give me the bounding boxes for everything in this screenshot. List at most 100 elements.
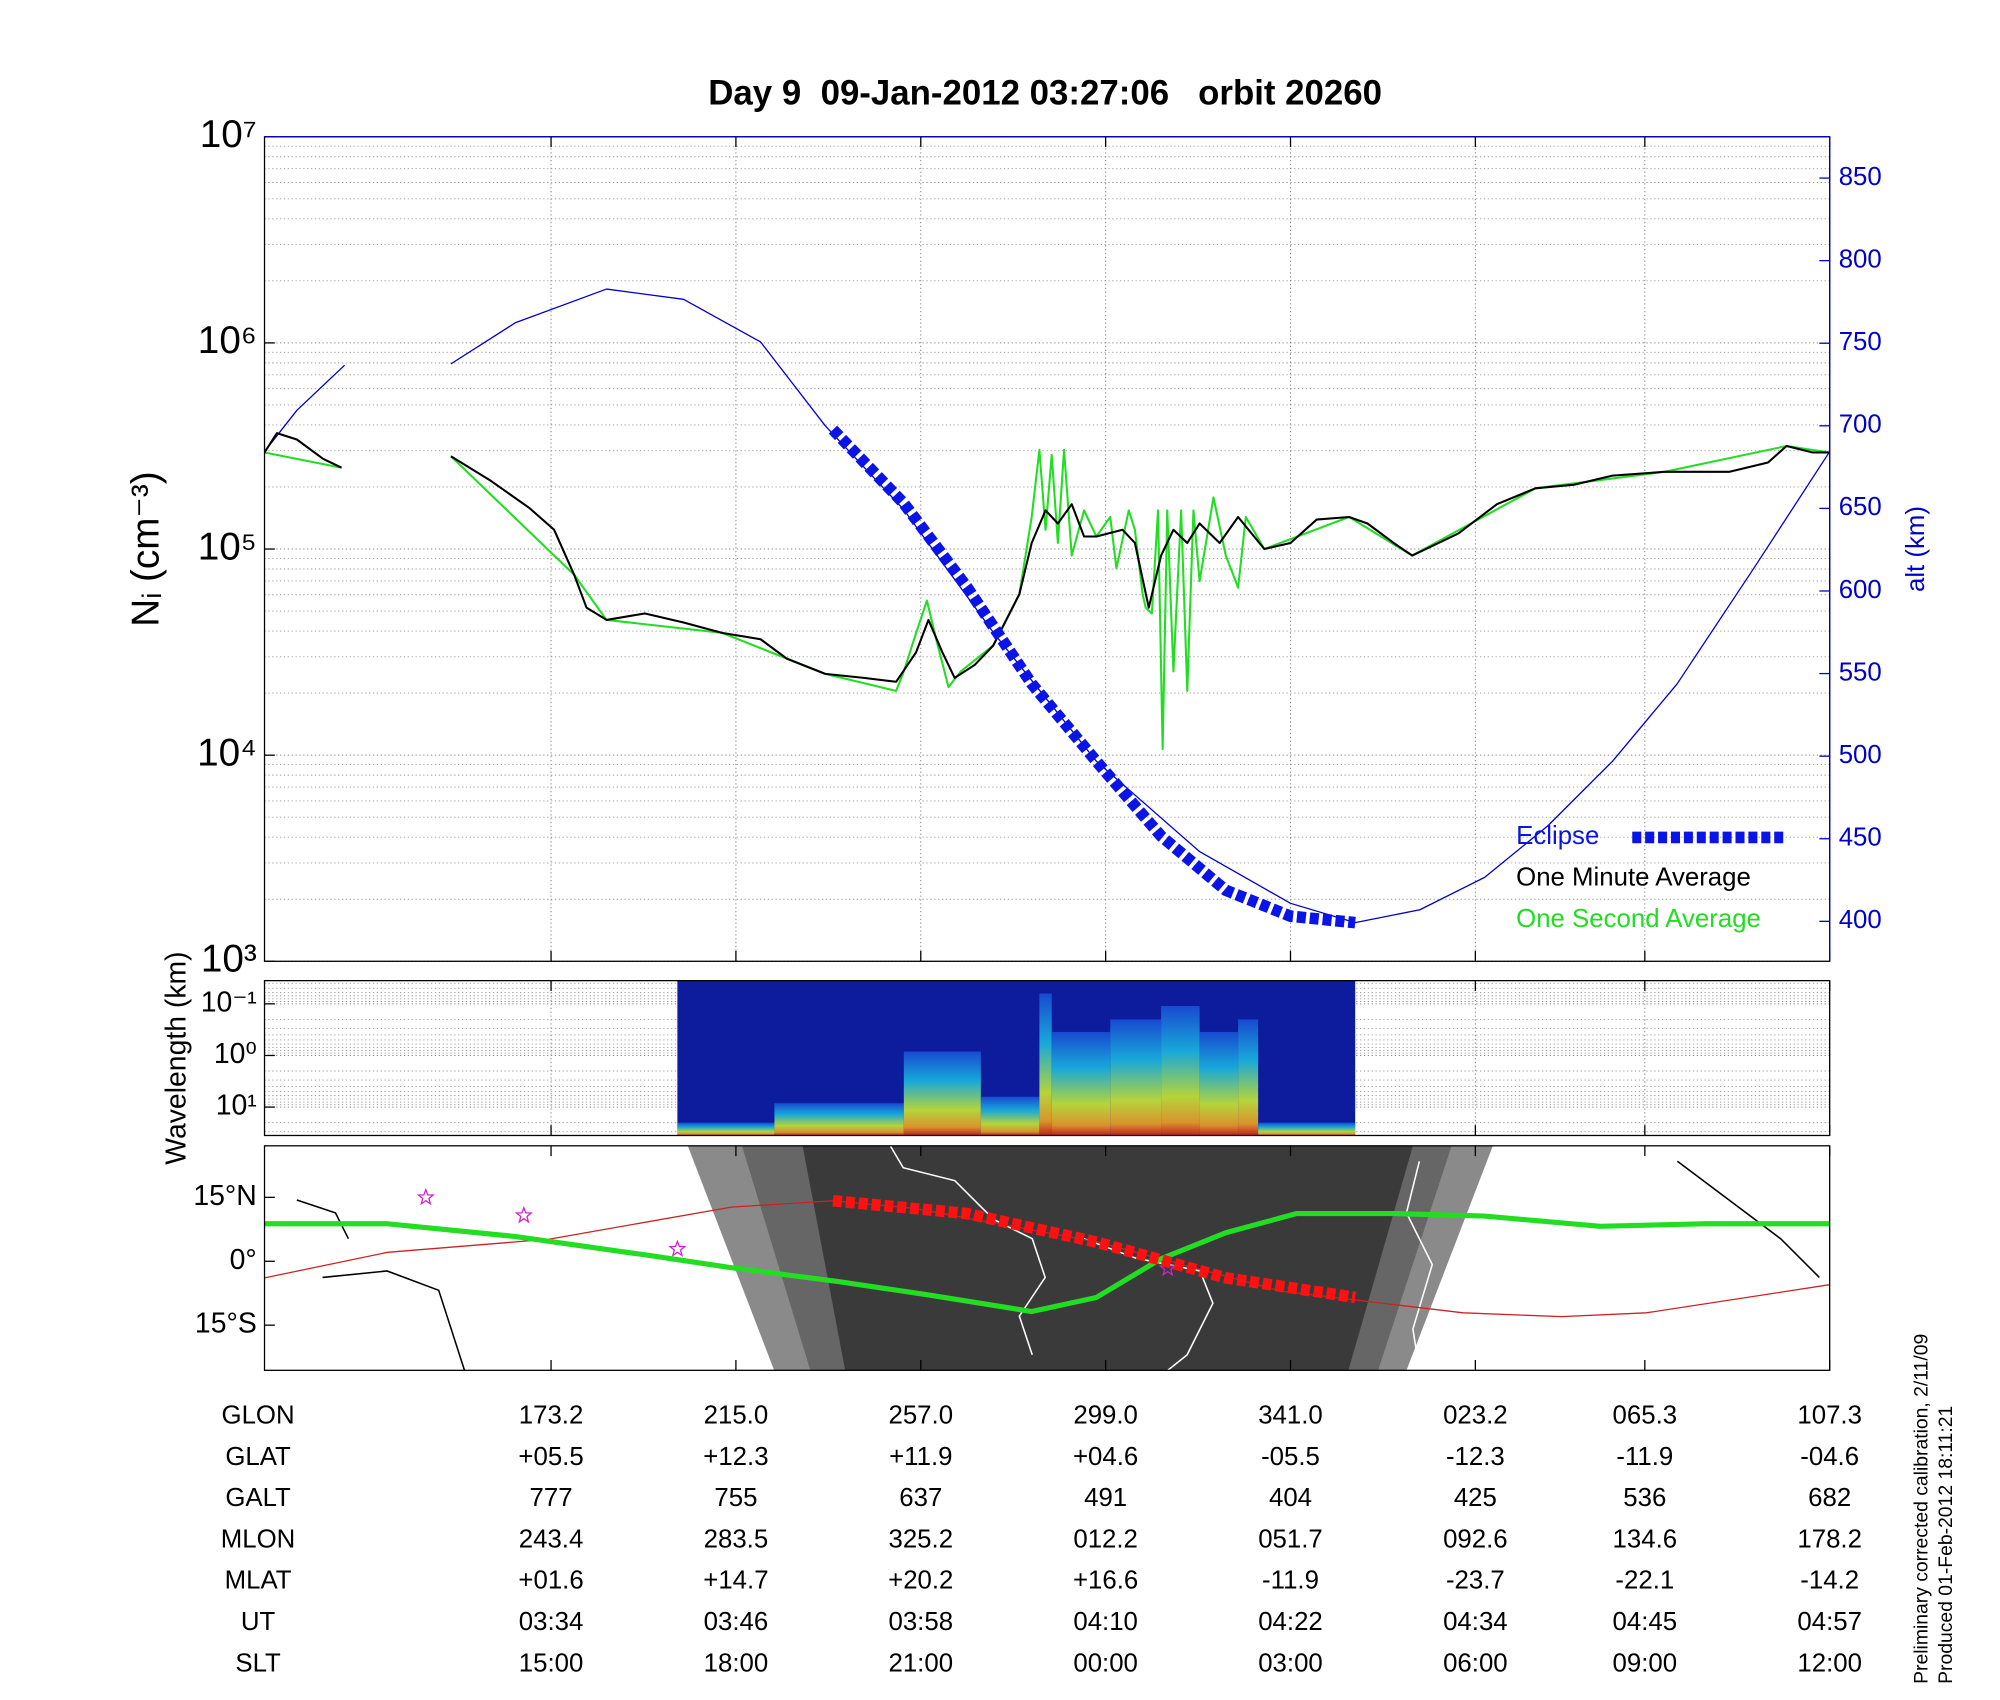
table-cell: 03:46: [704, 1608, 769, 1636]
y-tick-label: 10⁴: [197, 731, 257, 774]
night-shading: [296, 1145, 1820, 1371]
table-cell: 491: [1084, 1484, 1127, 1512]
y2-tick-label: 450: [1839, 824, 1882, 852]
table-cell: -11.9: [1616, 1443, 1673, 1471]
table-cell: +11.9: [889, 1443, 952, 1471]
table-cell: 18:00: [704, 1649, 769, 1677]
table-cell: +12.3: [703, 1443, 768, 1471]
y2-tick-label: 700: [1839, 411, 1882, 439]
table-cell: 023.2: [1443, 1402, 1508, 1430]
heatmap-cell: [1051, 1031, 1111, 1136]
y-tick-label: 10⁻¹: [201, 986, 257, 1018]
plot-frame: [263, 980, 1831, 1137]
y2-tick-label: 600: [1839, 576, 1882, 604]
data-line: [264, 1210, 1830, 1315]
y2-tick-label: 550: [1839, 658, 1882, 686]
heatmap-cell: [774, 1103, 904, 1136]
table-cell: 04:34: [1443, 1608, 1508, 1636]
row-label: MLAT: [225, 1567, 292, 1595]
table-cell: -22.1: [1615, 1567, 1674, 1595]
y-tick-label: 10⁰: [214, 1038, 257, 1070]
table-cell: 173.2: [519, 1402, 584, 1430]
table-cell: 777: [530, 1484, 573, 1512]
footer-note: Preliminary corrected calibration, 2/11/…: [1911, 1334, 1933, 1684]
table-cell: 00:00: [1073, 1649, 1138, 1677]
table-cell: 243.4: [519, 1525, 584, 1553]
plot-frame: [263, 1145, 1831, 1371]
table-cell: 21:00: [888, 1649, 953, 1677]
heatmap-cell: [677, 1122, 775, 1136]
marker-line: [832, 1194, 1357, 1304]
table-cell: 107.3: [1797, 1402, 1862, 1430]
table-cell: 12:00: [1797, 1649, 1862, 1677]
heatmap-cell: [1161, 1005, 1200, 1136]
table-cell: -04.6: [1800, 1443, 1859, 1471]
y2-tick-label: 650: [1839, 493, 1882, 521]
table-cell: 755: [714, 1484, 757, 1512]
table-cell: 325.2: [888, 1525, 953, 1553]
night: [802, 1145, 1413, 1371]
marker-line: [828, 425, 1356, 929]
table-cell: +14.7: [703, 1567, 768, 1595]
y2-axis-label: alt (km): [1902, 506, 1930, 592]
table-cell: 283.5: [704, 1525, 769, 1553]
table-cell: 257.0: [888, 1402, 953, 1430]
table-cell: +16.6: [1073, 1567, 1138, 1595]
table-cell: -05.5: [1261, 1443, 1320, 1471]
table-cell: 06:00: [1443, 1649, 1508, 1677]
table-cell: 15:00: [519, 1649, 584, 1677]
row-label: SLT: [235, 1649, 281, 1677]
table-cell: 04:22: [1258, 1608, 1323, 1636]
table-cell: 134.6: [1613, 1525, 1678, 1553]
table-cell: -11.9: [1262, 1567, 1319, 1595]
y-tick-label: 10⁷: [200, 113, 257, 156]
table-cell: 04:10: [1073, 1608, 1138, 1636]
y-axis-label: Nᵢ (cm⁻³): [125, 471, 168, 626]
legend-label: One Minute Average: [1516, 864, 1751, 892]
footer-note: Produced 01-Feb-2012 18:11:21: [1935, 1406, 1957, 1684]
coastline: [296, 1160, 1820, 1371]
table-cell: 425: [1454, 1484, 1497, 1512]
row-label: MLON: [221, 1525, 296, 1553]
y-tick-label: 10⁵: [198, 525, 257, 568]
table-cell: +05.5: [518, 1443, 583, 1471]
table-cell: 03:00: [1258, 1649, 1323, 1677]
panel: 15°N 0° 15°S: [193, 1145, 1831, 1371]
table-cell: -14.2: [1800, 1567, 1859, 1595]
panel: 10³ 10⁴ 10⁵ 10⁶ 10⁷ Nᵢ (cm⁻³) 400 450 500 550 600 6…: [125, 113, 1931, 981]
y2-tick-label: 800: [1839, 245, 1882, 273]
data-line: [264, 288, 1830, 924]
table-cell: 341.0: [1258, 1402, 1323, 1430]
series-group: [264, 288, 1830, 929]
panel: 10⁻¹ 10⁰ 10¹ Wavelength (km): [161, 951, 1831, 1165]
table-cell: 682: [1808, 1484, 1851, 1512]
table-cell: 404: [1269, 1484, 1312, 1512]
y2-tick-label: 400: [1839, 906, 1882, 934]
table-cell: 03:34: [519, 1608, 584, 1636]
table-cell: 637: [899, 1484, 942, 1512]
y2-tick-label: 750: [1839, 328, 1882, 356]
row-label: UT: [241, 1608, 276, 1636]
y-tick-label: 10⁶: [198, 319, 257, 362]
y-tick-label: 15°S: [195, 1308, 257, 1340]
table-cell: 012.2: [1073, 1525, 1138, 1553]
table-cell: +20.2: [888, 1567, 953, 1595]
table-cell: 092.6: [1443, 1525, 1508, 1553]
table-cell: 536: [1623, 1484, 1666, 1512]
table-cell: 051.7: [1258, 1525, 1323, 1553]
table-cell: 215.0: [704, 1402, 769, 1430]
y-tick-label: 0°: [230, 1244, 257, 1276]
table-cell: 178.2: [1797, 1525, 1862, 1553]
y-tick-label: 15°N: [193, 1180, 256, 1212]
heatmap-cell: [1258, 1122, 1356, 1136]
data-line: [264, 432, 1830, 683]
table-cell: -23.7: [1446, 1567, 1505, 1595]
y-tick-label: 10³: [201, 938, 257, 981]
row-label: GALT: [225, 1484, 291, 1512]
legend-label: Eclipse: [1516, 822, 1599, 850]
table-cell: -12.3: [1446, 1443, 1505, 1471]
y-tick-label: 10¹: [216, 1090, 257, 1122]
table-cell: 03:58: [888, 1608, 953, 1636]
heatmap-cell: [903, 1051, 981, 1136]
